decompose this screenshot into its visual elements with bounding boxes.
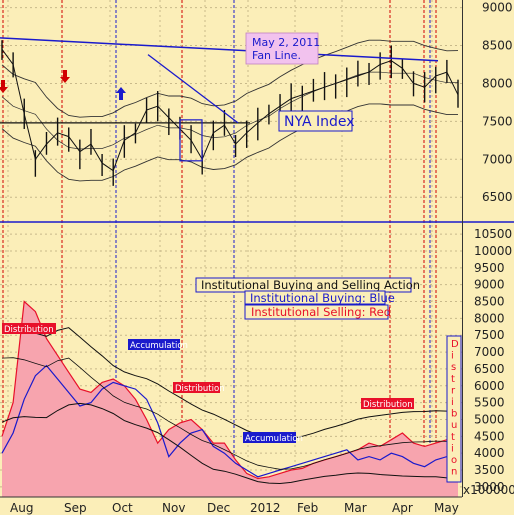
side-label-char: s	[451, 362, 456, 373]
top-y-tick-label: 6500	[482, 190, 513, 204]
bottom-y-tick-label: 10500	[474, 227, 512, 241]
side-label-box	[446, 335, 462, 483]
bottom-y-tick-label: 6500	[474, 362, 505, 376]
side-label-char: o	[451, 455, 457, 466]
bottom-y-tick-label: 3500	[474, 463, 505, 477]
annotation-tag-text: Distribution	[4, 325, 54, 335]
top-panel-bg	[0, 0, 462, 220]
top-y-tick-label: 7000	[482, 152, 513, 166]
x-axis-month-label: May	[434, 501, 459, 515]
lower-band-line	[1, 103, 459, 182]
annotation-tag-text: Accumulation	[130, 341, 188, 351]
side-label-char: t	[451, 374, 455, 385]
legend-selling-text: Institutional Selling: Red	[251, 305, 391, 319]
upper-band-line	[1, 39, 459, 118]
side-label-char: i	[451, 351, 454, 362]
unit-label: x100000	[463, 483, 514, 497]
bottom-y-tick-label: 6000	[474, 379, 505, 393]
side-label-char: n	[451, 467, 457, 478]
legend-buying-box	[244, 290, 386, 305]
x-axis-month-label: Sep	[64, 501, 87, 515]
x-axis-month-label: Apr	[392, 501, 413, 515]
selling-area	[2, 301, 458, 497]
buy-arrow-icon-shape	[116, 87, 126, 100]
side-label-char: r	[451, 385, 456, 396]
bottom-y-tick-label: 7000	[474, 345, 505, 359]
legend-selling-box	[244, 304, 389, 320]
bottom-y-tick-label: 7500	[474, 328, 505, 342]
annotation-tag	[173, 382, 220, 393]
bottom-y-tick-label: 3000	[474, 480, 505, 494]
highlight-box	[179, 119, 203, 162]
legend-buying-text: Institutional Buying: Blue	[250, 291, 395, 305]
bottom-y-tick-label: 9000	[474, 278, 505, 292]
bottom-y-tick-label: 4000	[474, 446, 505, 460]
upper-envelope-line	[1, 326, 459, 440]
lower-envelope-line	[1, 402, 459, 485]
side-label-char: u	[451, 420, 457, 431]
annotation-tag-text: Distribution	[175, 384, 225, 394]
side-label-char: D	[451, 339, 459, 350]
annotation-tag	[2, 323, 56, 334]
sell-arrow-icon-shape	[60, 70, 70, 83]
sell-arrow-icon	[0, 80, 8, 93]
downtrend-line	[147, 54, 239, 124]
right-axis-line	[462, 0, 463, 497]
annotation-tag	[128, 339, 180, 350]
legend-title: Institutional Buying and Selling Action	[201, 278, 420, 292]
side-label-char: b	[451, 409, 457, 420]
index-label-text: NYA Index	[284, 114, 355, 130]
annotation-tag-text: Accumulation	[245, 434, 303, 444]
bottom-y-tick-label: 9500	[474, 261, 505, 275]
index-label-box	[278, 110, 353, 132]
middle-envelope-line	[1, 357, 459, 470]
bottom-y-tick-label: 8500	[474, 295, 505, 309]
x-axis-month-label: Nov	[162, 501, 185, 515]
annotation-tag	[361, 398, 414, 409]
x-axis-month-label: Oct	[112, 501, 133, 515]
x-axis-month-label: Feb	[297, 501, 318, 515]
fan-line-annotation-box	[245, 32, 319, 65]
side-label-char: i	[451, 397, 454, 408]
fan-line	[0, 37, 439, 62]
fan-line-annotation-text: Fan Line.	[252, 49, 301, 62]
buy-arrow-icon	[116, 87, 126, 100]
bottom-y-tick-label: 8000	[474, 311, 505, 325]
side-label-char: t	[451, 432, 455, 443]
x-axis-month-label: Dec	[207, 501, 230, 515]
price-line	[1, 49, 459, 172]
bottom-y-tick-label: 4500	[474, 429, 505, 443]
x-axis-month-label: Mar	[344, 501, 367, 515]
sell-arrow-icon-shape	[0, 80, 8, 93]
bottom-y-tick-label: 5500	[474, 396, 505, 410]
top-y-tick-label: 7500	[482, 114, 513, 128]
annotation-tag-text: Distribution	[363, 400, 413, 410]
top-y-tick-label: 9000	[482, 1, 513, 15]
bottom-y-tick-label: 5000	[474, 412, 505, 426]
side-label-char: i	[451, 443, 454, 454]
sell-arrow-icon	[60, 70, 70, 83]
fan-line-annotation-text: May 2, 2011	[252, 36, 320, 49]
x-axis-month-label: 2012	[250, 501, 281, 515]
bottom-y-tick-label: 10000	[474, 244, 512, 258]
top-y-tick-label: 8500	[482, 39, 513, 53]
top-y-tick-label: 8000	[482, 76, 513, 90]
x-axis-month-label: Aug	[10, 501, 33, 515]
annotation-tag	[243, 432, 296, 443]
